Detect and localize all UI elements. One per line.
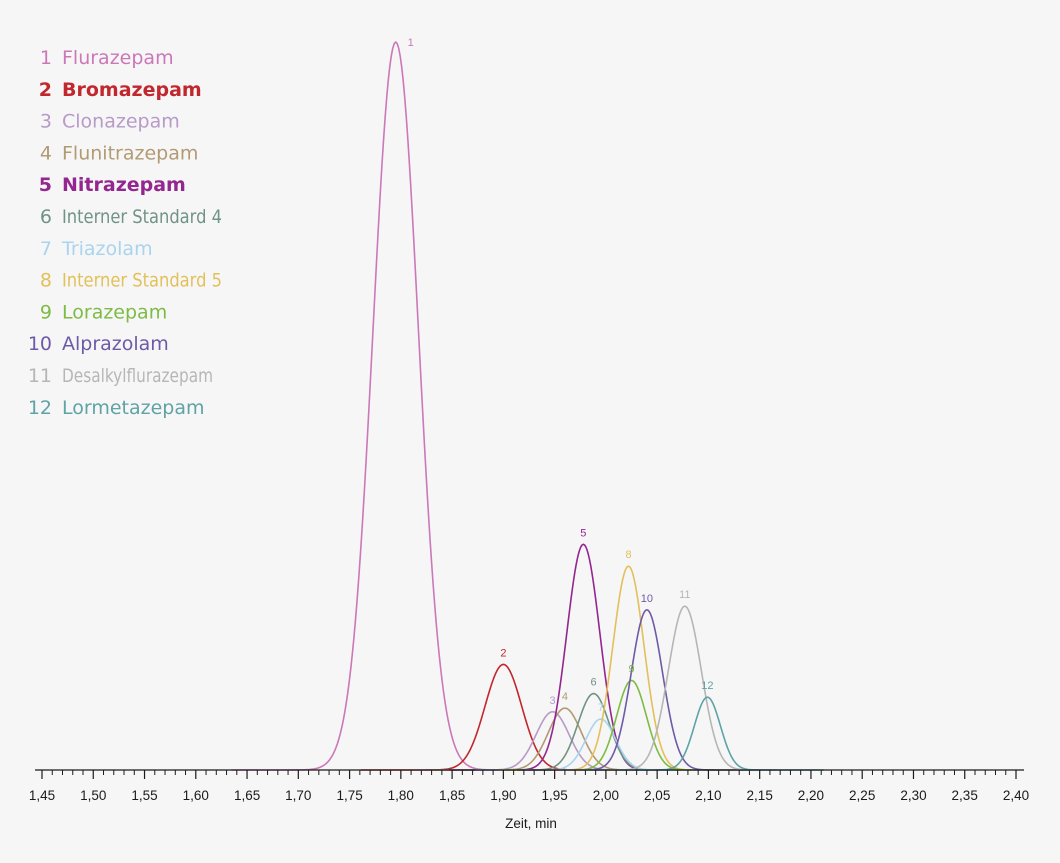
peak-label-4: 4 (562, 691, 568, 703)
x-tick-label: 2,30 (900, 788, 926, 803)
peak-label-9: 9 (628, 664, 634, 676)
trace-10 (517, 609, 777, 771)
x-tick-label: 1,90 (490, 788, 516, 803)
trace-6 (463, 692, 724, 771)
legend-item: 3 Clonazepam (40, 111, 180, 133)
x-tick-label: 1,95 (541, 788, 567, 803)
peak-label-12: 12 (701, 680, 713, 692)
legend-name: Alprazolam (62, 333, 169, 355)
legend-item: 1 Flurazepam (40, 47, 174, 69)
legend-name: Flurazepam (62, 47, 174, 69)
peak-label-10: 10 (641, 593, 653, 605)
legend-name: Clonazepam (62, 111, 180, 133)
x-tick-label: 2,05 (644, 788, 670, 803)
legend-name: Desalkylflurazepam (62, 365, 213, 387)
x-tick-label: 2,20 (798, 788, 824, 803)
legend-name: Flunitrazepam (62, 142, 198, 164)
x-tick-label: 1,65 (234, 788, 260, 803)
x-tick-label: 1,50 (80, 788, 106, 803)
legend-item: 11 Desalkylflurazepam (28, 365, 213, 387)
peak-label-5: 5 (580, 527, 586, 539)
x-tick-label: 1,75 (336, 788, 362, 803)
legend-name: Bromazepam (62, 79, 202, 101)
legend-item: 6 Interner Standard 4 (40, 206, 222, 228)
peak-label-3: 3 (550, 695, 556, 707)
x-tick-label: 2,15 (747, 788, 773, 803)
traces-layer (231, 41, 824, 771)
peak-label-1: 1 (408, 37, 414, 49)
x-tick-label: 1,70 (285, 788, 311, 803)
legend-item: 4 Flunitrazepam (40, 142, 198, 164)
legend-item: 2 Bromazepam (39, 79, 202, 101)
x-tick-label: 1,60 (183, 788, 209, 803)
legend-number: 1 (40, 47, 52, 69)
peak-label-7: 7 (598, 702, 604, 714)
legend-number: 7 (40, 238, 52, 260)
legend: 1 Flurazepam 2 Bromazepam 3 Clonazepam 4 Flunit… (28, 47, 222, 419)
trace-1 (231, 41, 561, 771)
legend-item: 7 Triazolam (40, 238, 153, 260)
legend-number: 8 (40, 270, 52, 292)
x-tick-label: 1,80 (388, 788, 414, 803)
legend-item: 9 Lorazepam (40, 301, 167, 323)
legend-item: 8 Interner Standard 5 (40, 270, 222, 292)
legend-name: Interner Standard 5 (62, 270, 222, 292)
legend-number: 5 (39, 174, 52, 196)
x-tick-label: 2,00 (593, 788, 619, 803)
legend-number: 12 (28, 397, 52, 419)
x-tick-label: 1,85 (439, 788, 465, 803)
x-tick-label: 1,45 (29, 788, 55, 803)
x-tick-label: 2,40 (1003, 788, 1029, 803)
x-tick-label: 2,10 (695, 788, 721, 803)
x-tick-label: 2,25 (849, 788, 875, 803)
peak-label-11: 11 (679, 589, 690, 601)
legend-number: 9 (40, 301, 52, 323)
legend-item: 10 Alprazolam (28, 333, 169, 355)
legend-number: 4 (40, 142, 52, 164)
legend-number: 2 (39, 79, 52, 101)
legend-item: 12 Lormetazepam (28, 397, 205, 419)
legend-name: Lormetazepam (62, 397, 205, 419)
legend-name: Lorazepam (62, 301, 167, 323)
legend-number: 6 (40, 206, 52, 228)
legend-number: 10 (28, 333, 52, 355)
x-axis-title: Zeit, min (505, 816, 557, 831)
legend-name: Nitrazepam (62, 174, 186, 196)
x-tick-label: 2,35 (952, 788, 978, 803)
x-axis: 1,45 1,50 1,55 1,60 1,65 1,70 1,75 1,80 1,85 1,90… (29, 769, 1029, 803)
legend-name: Interner Standard 4 (62, 206, 222, 228)
legend-number: 3 (40, 111, 52, 133)
legend-name: Triazolam (61, 238, 153, 260)
peak-label-8: 8 (625, 549, 631, 561)
peak-label-2: 2 (500, 647, 506, 659)
trace-3 (418, 710, 687, 771)
legend-item: 5 Nitrazepam (39, 174, 186, 196)
x-tick-label: 1,55 (131, 788, 157, 803)
peak-label-6: 6 (591, 677, 597, 689)
legend-number: 11 (28, 365, 52, 387)
